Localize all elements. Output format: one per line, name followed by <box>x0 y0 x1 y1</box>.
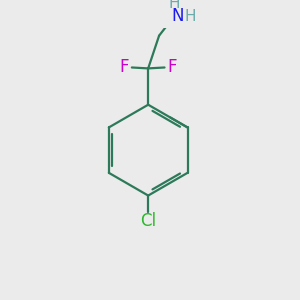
Text: F: F <box>167 58 176 76</box>
Text: N: N <box>171 7 184 25</box>
Text: F: F <box>120 58 129 76</box>
Text: H: H <box>184 9 196 24</box>
Text: Cl: Cl <box>140 212 156 230</box>
Text: H: H <box>169 0 180 11</box>
